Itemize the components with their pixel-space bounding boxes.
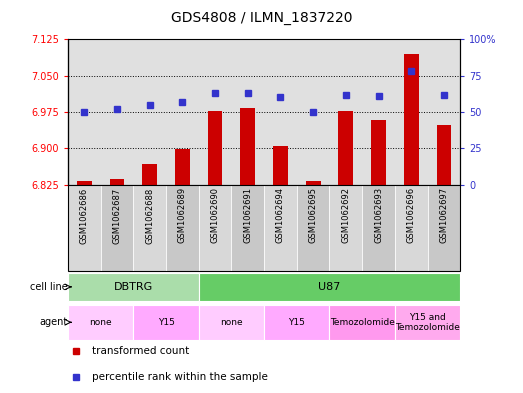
Bar (231, 185, 264, 271)
Bar (199, 185, 231, 271)
Bar (133, 185, 166, 271)
Bar (199, 39, 231, 185)
Bar (404, 54, 418, 185)
Bar (68, 273, 199, 301)
Bar (100, 39, 133, 185)
Bar (297, 185, 329, 271)
Text: agent: agent (40, 317, 68, 327)
Bar (395, 39, 428, 185)
Text: DBTRG: DBTRG (113, 282, 153, 292)
Bar (338, 110, 353, 185)
Bar (68, 305, 133, 340)
Bar (100, 185, 133, 271)
Bar (133, 39, 166, 185)
Bar (241, 108, 255, 185)
Bar (68, 185, 100, 271)
Text: GSM1062697: GSM1062697 (439, 187, 448, 243)
Text: cell line: cell line (30, 282, 68, 292)
Bar (395, 185, 428, 271)
Bar (428, 39, 460, 185)
Text: Y15 and
Temozolomide: Y15 and Temozolomide (395, 312, 460, 332)
Bar (264, 39, 297, 185)
Text: GSM1062695: GSM1062695 (309, 187, 317, 243)
Bar (306, 181, 321, 185)
Text: Y15: Y15 (157, 318, 175, 327)
Text: GSM1062696: GSM1062696 (407, 187, 416, 243)
Text: GSM1062688: GSM1062688 (145, 187, 154, 244)
Text: GSM1062694: GSM1062694 (276, 187, 285, 243)
Bar (110, 179, 124, 185)
Text: transformed count: transformed count (92, 346, 189, 356)
Bar (437, 125, 451, 185)
Bar (362, 185, 395, 271)
Bar (133, 305, 199, 340)
Text: GSM1062687: GSM1062687 (112, 187, 121, 244)
Bar (264, 185, 297, 271)
Bar (166, 39, 199, 185)
Text: Temozolomide: Temozolomide (329, 318, 395, 327)
Bar (297, 39, 329, 185)
Bar (264, 305, 329, 340)
Bar (428, 185, 460, 271)
Bar (329, 39, 362, 185)
Bar (231, 39, 264, 185)
Text: GSM1062692: GSM1062692 (342, 187, 350, 243)
Text: GSM1062693: GSM1062693 (374, 187, 383, 243)
Text: Y15: Y15 (288, 318, 305, 327)
Text: GSM1062686: GSM1062686 (80, 187, 89, 244)
Bar (208, 110, 222, 185)
Bar (371, 120, 386, 185)
Text: GDS4808 / ILMN_1837220: GDS4808 / ILMN_1837220 (170, 11, 353, 25)
Bar (199, 305, 264, 340)
Bar (273, 146, 288, 185)
Bar (68, 39, 100, 185)
Bar (142, 164, 157, 185)
Text: percentile rank within the sample: percentile rank within the sample (92, 372, 267, 382)
Bar (362, 39, 395, 185)
Bar (77, 181, 92, 185)
Bar (175, 149, 190, 185)
Text: GSM1062691: GSM1062691 (243, 187, 252, 243)
Bar (329, 305, 395, 340)
Bar (199, 273, 460, 301)
Bar (166, 185, 199, 271)
Bar (395, 305, 460, 340)
Text: GSM1062689: GSM1062689 (178, 187, 187, 243)
Bar (329, 185, 362, 271)
Text: U87: U87 (319, 282, 340, 292)
Text: none: none (89, 318, 112, 327)
Text: GSM1062690: GSM1062690 (211, 187, 220, 243)
Text: none: none (220, 318, 243, 327)
